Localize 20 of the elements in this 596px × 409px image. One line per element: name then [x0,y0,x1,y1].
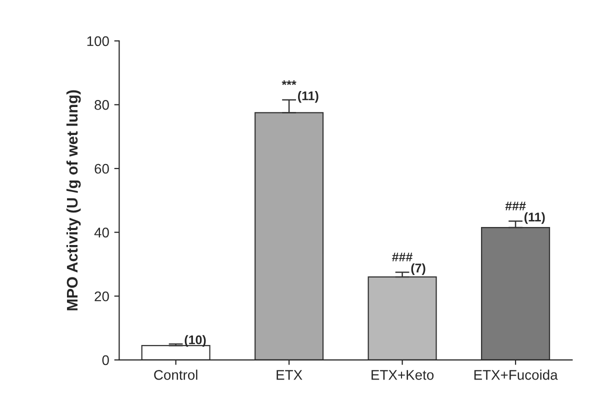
x-tick-label: ETX+Fucoida [474,370,558,380]
annotation: (11) [524,212,545,224]
y-tick-label: 40 [94,228,109,238]
annotation: ### [392,252,413,262]
x-tick-label: ETX+Keto [372,370,434,380]
x-tick-label: Control [154,370,198,380]
bar [141,345,210,360]
annotation: ### [505,202,526,210]
annotation: (10) [184,335,206,347]
annotation: (7) [411,263,426,275]
y-tick-label: 60 [94,164,109,174]
y-tick-label: 0 [102,355,109,366]
x-tick-label: ETX [276,370,302,380]
y-tick-label: 100 [87,36,109,46]
y-axis-title: MPO Activity (U /g of wet lung) [66,90,81,310]
annotation: *** [282,80,296,86]
y-tick-label: 80 [94,100,109,110]
bar [368,276,437,360]
annotation: (11) [298,91,318,103]
y-tick-label: 20 [94,291,109,302]
